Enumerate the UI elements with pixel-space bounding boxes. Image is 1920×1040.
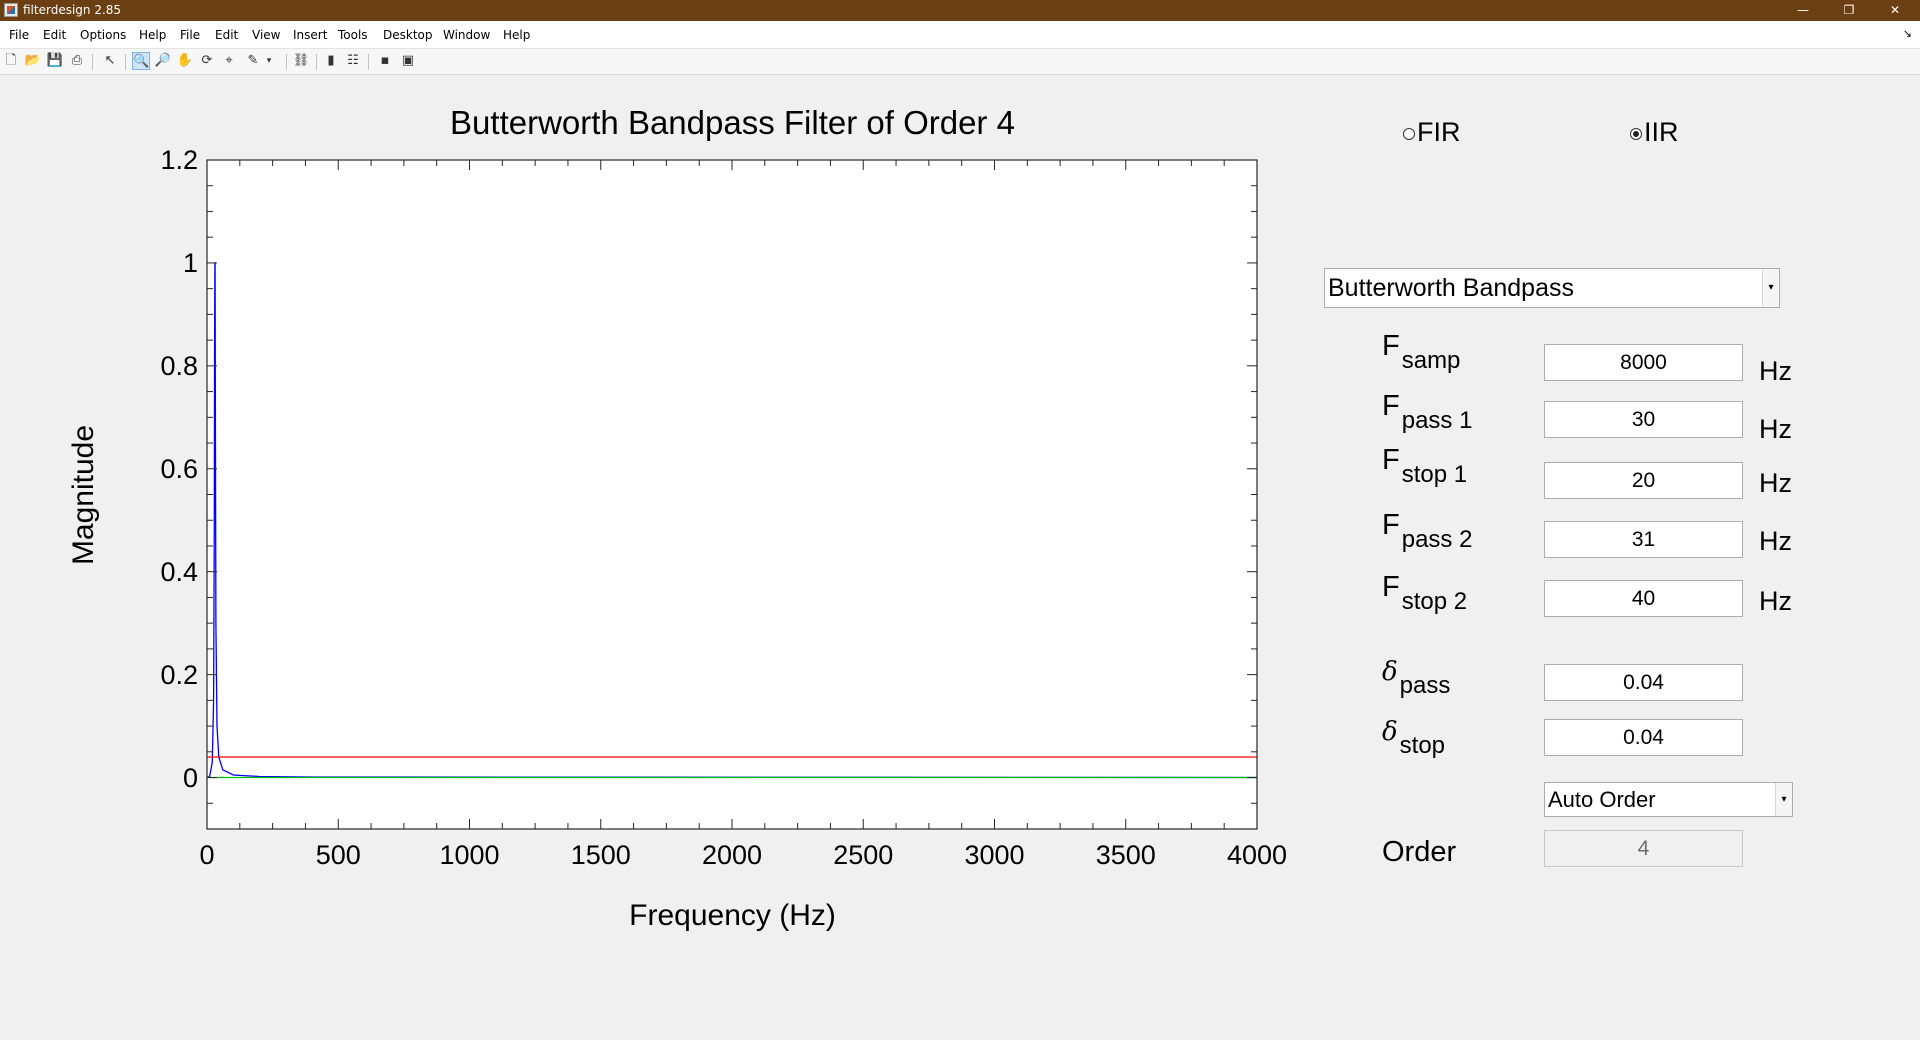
window-titlebar: filterdesign 2.85 — ❐ ✕: [0, 0, 1920, 21]
fir-radio-indicator[interactable]: [1403, 127, 1415, 140]
dock-arrow-icon[interactable]: ↘: [1902, 28, 1912, 40]
menu-tools[interactable]: Tools: [338, 28, 368, 42]
y-tick-label: 0.2: [160, 659, 198, 690]
x-tick-label: 500: [315, 840, 361, 870]
plot-area: [207, 160, 1257, 829]
brush-icon[interactable]: ✎: [247, 53, 259, 68]
new-figure-icon[interactable]: 🗋: [5, 53, 17, 68]
menu-edit-2[interactable]: Edit: [215, 28, 239, 42]
fsamp-field[interactable]: 8000: [1544, 344, 1743, 381]
chart-title: Butterworth Bandpass Filter of Order 4: [450, 104, 1015, 141]
dpass-label: δpass: [1382, 657, 1451, 699]
show-plot-tools-icon[interactable]: ▣: [401, 53, 415, 68]
dstop-label: δstop: [1382, 717, 1446, 759]
iir-radio[interactable]: IIR: [1630, 117, 1679, 148]
fstop2-field[interactable]: 40: [1544, 580, 1743, 617]
menu-help[interactable]: Help: [139, 28, 167, 42]
restore-icon[interactable]: ❐: [1843, 3, 1855, 17]
y-tick-label: 1.2: [160, 145, 198, 175]
fpass1-field[interactable]: 30: [1544, 401, 1743, 438]
order-mode-value: Auto Order: [1548, 787, 1656, 812]
menu-file-2[interactable]: File: [180, 28, 201, 42]
y-tick-label: 0.8: [160, 350, 198, 381]
open-icon[interactable]: 📂: [24, 53, 42, 68]
close-icon[interactable]: ✕: [1889, 3, 1901, 17]
y-tick-label: 0.6: [160, 453, 198, 484]
menu-window[interactable]: Window: [443, 28, 491, 42]
menu-help-2[interactable]: Help: [503, 28, 531, 42]
data-cursor-icon[interactable]: ⌖: [225, 53, 233, 68]
fstop1-field[interactable]: 20: [1544, 462, 1743, 499]
order-field: 4: [1544, 830, 1743, 867]
menu-insert[interactable]: Insert: [293, 28, 328, 42]
menubar: File Edit Options Help File Edit View In…: [0, 21, 1920, 49]
order-mode-select[interactable]: Auto Order ▾: [1544, 782, 1793, 817]
save-icon[interactable]: 💾: [46, 53, 64, 68]
iir-radio-label: IIR: [1644, 117, 1679, 147]
dpass-field[interactable]: 0.04: [1544, 664, 1743, 701]
fstop1-label: Fstop 1: [1382, 444, 1468, 488]
x-tick-label: 4000: [1226, 840, 1288, 870]
zoom-in-icon[interactable]: 🔍: [132, 52, 150, 70]
fpass2-unit: Hz: [1759, 526, 1792, 556]
y-tick-label: 0.4: [160, 556, 198, 587]
x-tick-label: 1500: [570, 840, 631, 870]
fpass1-unit: Hz: [1759, 414, 1792, 444]
chevron-down-icon[interactable]: ▾: [1762, 269, 1779, 307]
series-line-0: [206, 262, 1258, 779]
y-tick-label: 1: [182, 247, 198, 278]
dstop-field[interactable]: 0.04: [1544, 719, 1743, 756]
matlab-app-icon: [4, 3, 18, 17]
y-tick-label: 0: [182, 762, 198, 793]
legend-icon[interactable]: ☷: [347, 53, 359, 68]
fsamp-unit: Hz: [1759, 356, 1792, 386]
zoom-out-icon[interactable]: 🔎: [154, 53, 172, 68]
fstop2-unit: Hz: [1759, 586, 1792, 616]
figure-toolbar: 🗋 📂 💾 ⎙ ↖ 🔍 🔎 ✋ ⟳ ⌖ ✎ ▾ ⛓ ▮ ☷ ▪ ▣: [0, 49, 1920, 75]
hide-plot-tools-icon[interactable]: ▪: [380, 53, 390, 68]
x-tick-label: 1000: [439, 840, 500, 870]
fstop1-unit: Hz: [1759, 468, 1792, 498]
fsamp-label: Fsamp: [1382, 330, 1461, 374]
window-title: filterdesign 2.85: [23, 3, 122, 17]
x-tick-label: 2000: [701, 840, 763, 870]
fpass1-label: Fpass 1: [1382, 390, 1473, 434]
filter-type-value: Butterworth Bandpass: [1328, 274, 1574, 302]
minimize-icon[interactable]: —: [1797, 3, 1809, 17]
menu-desktop[interactable]: Desktop: [383, 28, 433, 42]
print-icon[interactable]: ⎙: [71, 53, 83, 68]
x-tick-label: 0: [199, 840, 215, 870]
iir-radio-indicator[interactable]: [1630, 127, 1642, 140]
fir-radio-label: FIR: [1417, 117, 1461, 147]
menu-view[interactable]: View: [252, 28, 281, 42]
filter-type-select[interactable]: Butterworth Bandpass ▾: [1324, 268, 1780, 308]
chevron-down-icon[interactable]: ▾: [1775, 783, 1792, 816]
fpass2-label: Fpass 2: [1382, 509, 1473, 553]
menu-file[interactable]: File: [9, 28, 30, 42]
menu-options[interactable]: Options: [80, 28, 127, 42]
link-plot-icon[interactable]: ⛓: [292, 53, 310, 68]
fir-radio[interactable]: FIR: [1403, 117, 1461, 148]
x-tick-label: 3500: [1095, 840, 1156, 870]
x-tick-label: 2500: [833, 840, 894, 870]
colorbar-icon[interactable]: ▮: [327, 53, 335, 68]
menu-edit[interactable]: Edit: [43, 28, 67, 42]
x-axis-label: Frequency (Hz): [629, 899, 836, 932]
x-tick-label: 3000: [964, 840, 1025, 870]
rotate-3d-icon[interactable]: ⟳: [201, 53, 213, 68]
order-label: Order: [1382, 836, 1457, 868]
fpass2-field[interactable]: 31: [1544, 521, 1743, 558]
brush-dropdown-icon[interactable]: ▾: [266, 56, 272, 66]
fstop2-label: Fstop 2: [1382, 571, 1468, 615]
edit-plot-icon[interactable]: ↖: [104, 53, 116, 68]
pan-icon[interactable]: ✋: [176, 53, 194, 68]
